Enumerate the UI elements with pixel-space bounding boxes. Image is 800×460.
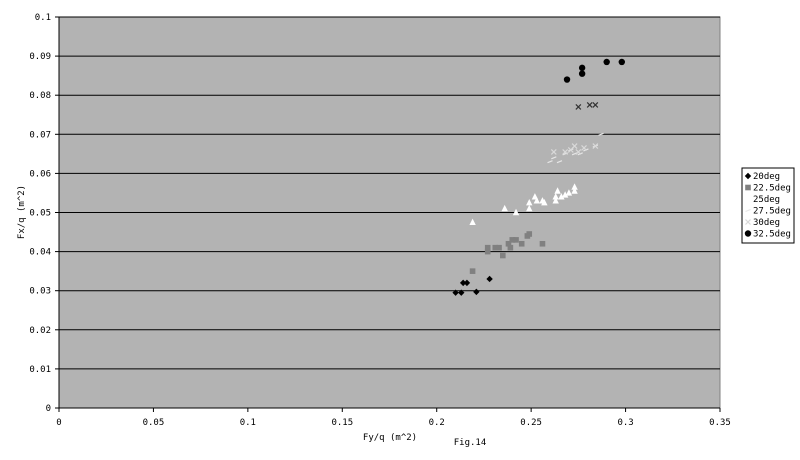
data-point — [501, 204, 508, 212]
data-point — [562, 148, 569, 155]
y-tick-label: 0.1 — [35, 13, 51, 23]
data-point — [598, 132, 604, 136]
data-point — [459, 279, 467, 287]
data-point — [539, 240, 546, 247]
data-point — [486, 275, 493, 283]
data-point — [571, 183, 578, 190]
data-point — [509, 237, 516, 243]
data-point — [578, 70, 586, 77]
data-point — [547, 160, 553, 164]
y-tick-label: 0.04 — [29, 248, 51, 258]
x-tick-label: 0.1 — [240, 418, 256, 428]
data-point — [533, 197, 541, 204]
legend-label: 27.5deg — [753, 207, 791, 217]
y-tick-label: 0.09 — [29, 52, 51, 62]
legend-box — [741, 167, 795, 244]
legend-label: 20deg — [753, 172, 780, 182]
x-tick-label: 0.3 — [617, 418, 633, 428]
data-point — [541, 199, 548, 206]
legend-label: 30deg — [753, 218, 780, 228]
y-tick-label: 0.05 — [29, 209, 51, 219]
data-point — [458, 289, 465, 296]
y-tick-label: 0.02 — [29, 326, 51, 336]
data-point — [526, 204, 533, 212]
legend-marker — [745, 219, 751, 225]
data-point — [513, 237, 519, 243]
legend-label: 25deg — [753, 195, 780, 205]
data-point — [463, 279, 471, 287]
data-point — [561, 191, 569, 198]
data-point — [575, 148, 582, 155]
x-axis-label: Fy/q (m^2) — [363, 433, 417, 443]
data-point — [550, 148, 557, 155]
data-point — [603, 58, 610, 66]
data-point — [586, 102, 593, 108]
data-point — [551, 156, 557, 160]
data-point — [578, 64, 586, 72]
data-point — [469, 268, 476, 274]
data-point — [554, 187, 561, 194]
data-point — [552, 193, 559, 200]
data-point — [552, 197, 559, 204]
data-point — [571, 143, 578, 149]
data-point — [565, 189, 573, 196]
figure-caption: Fig.14 — [454, 438, 487, 448]
y-axis-label: Fx/q (m^2) — [17, 185, 27, 239]
legend-marker — [744, 195, 752, 202]
data-point — [484, 244, 491, 251]
data-point — [496, 244, 502, 251]
data-point — [507, 244, 514, 251]
data-point — [592, 143, 599, 149]
data-point — [526, 231, 533, 237]
data-point — [571, 187, 578, 194]
x-tick-label: 0.25 — [520, 418, 542, 428]
data-point — [473, 288, 480, 296]
data-point — [581, 145, 587, 151]
data-point — [500, 252, 506, 259]
y-tick-label: 0 — [46, 404, 51, 414]
y-tick-label: 0.06 — [29, 169, 51, 179]
legend-marker — [744, 230, 752, 237]
data-point — [512, 208, 520, 216]
x-tick-label: 0.2 — [429, 418, 445, 428]
y-tick-label: 0.01 — [29, 365, 51, 375]
data-point — [575, 104, 582, 110]
legend-label: 22.5deg — [753, 184, 791, 194]
data-point — [558, 193, 565, 200]
data-point — [563, 76, 571, 83]
x-tick-label: 0 — [56, 418, 61, 428]
y-axis-ticks: 0 0.01 0.02 0.03 0.04 0.05 0.06 0.07 0.08 0.09 0.1 — [29, 13, 59, 414]
y-tick-label: 0.03 — [29, 287, 51, 297]
data-point — [556, 160, 563, 164]
x-tick-label: 0.35 — [709, 418, 731, 428]
y-tick-label: 0.08 — [29, 91, 51, 101]
data-point — [505, 240, 512, 247]
x-axis-ticks: 0 0.05 0.1 0.15 0.2 0.25 0.3 0.35 — [56, 408, 731, 428]
data-point — [452, 289, 459, 296]
data-point — [618, 58, 625, 66]
legend-marker — [745, 184, 751, 191]
x-tick-label: 0.15 — [331, 418, 353, 428]
gridlines — [59, 16, 720, 370]
x-tick-label: 0.05 — [143, 418, 165, 428]
data-point — [526, 199, 533, 206]
y-tick-label: 0.07 — [29, 130, 51, 140]
data-point — [518, 240, 525, 247]
data-point — [484, 248, 491, 255]
data-point — [592, 102, 599, 108]
legend-marker — [745, 208, 751, 213]
data-point — [469, 218, 476, 225]
data-point — [492, 244, 499, 251]
legend-label: 32.5deg — [753, 230, 791, 240]
legend-marker — [744, 172, 752, 180]
data-points — [452, 58, 625, 296]
